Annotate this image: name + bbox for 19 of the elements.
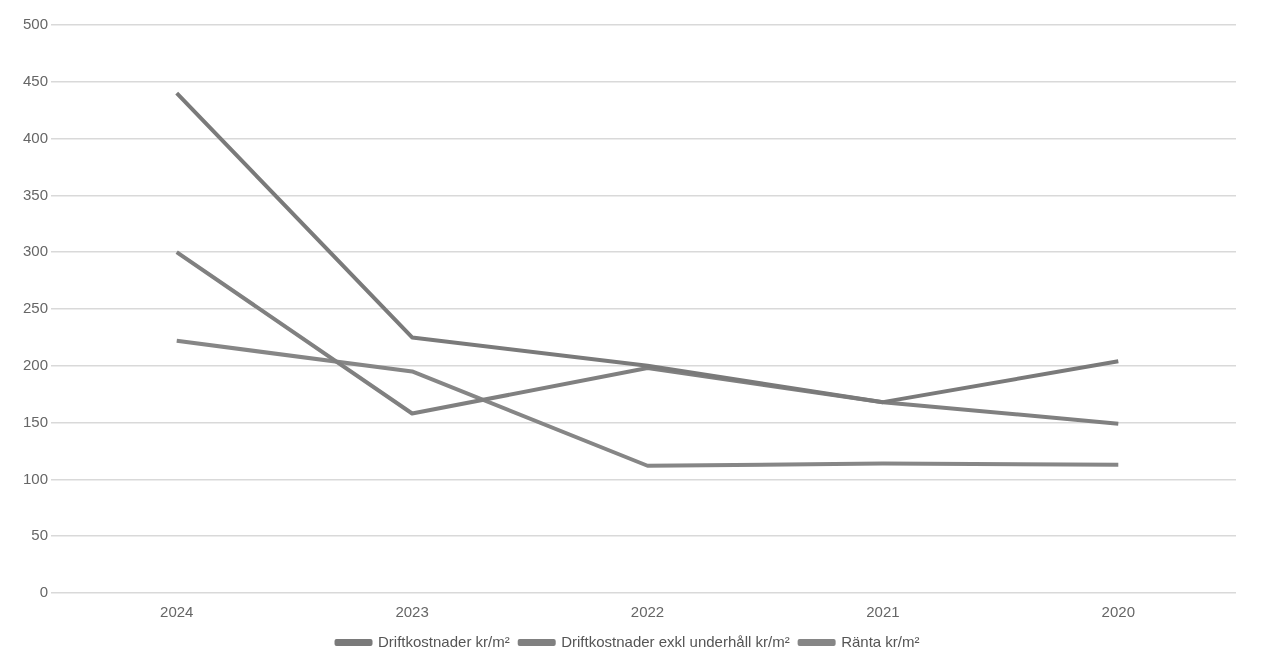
y-tick-label: 450	[23, 71, 49, 89]
x-tick-label: 2022	[630, 603, 665, 621]
legend-label: Ränta kr/m²	[841, 632, 920, 650]
legend-label: Driftkostnader exkl underhåll kr/m²	[561, 632, 790, 650]
x-tick-label: 2021	[866, 603, 900, 621]
y-tick-label: 350	[23, 185, 49, 203]
legend-label: Driftkostnader kr/m²	[378, 632, 510, 650]
x-tick-label: 2024	[160, 603, 194, 621]
y-tick-label: 500	[23, 15, 49, 33]
y-tick-label: 50	[31, 526, 49, 544]
y-tick-label: 150	[23, 412, 49, 430]
y-tick-label: 250	[23, 299, 49, 317]
x-tick-label: 2020	[1101, 603, 1135, 621]
y-tick-label: 100	[23, 469, 49, 487]
y-tick-label: 0	[39, 583, 49, 601]
y-tick-label: 200	[23, 355, 49, 373]
x-tick-label: 2023	[395, 603, 429, 621]
y-tick-label: 300	[23, 242, 49, 260]
y-tick-label: 400	[23, 128, 49, 146]
